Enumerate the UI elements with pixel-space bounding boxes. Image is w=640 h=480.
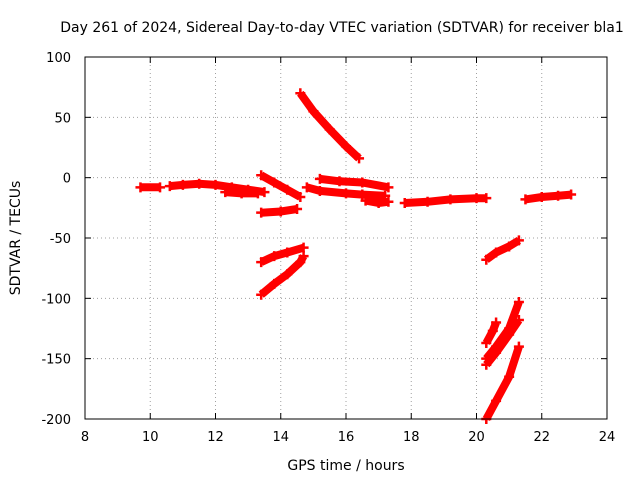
data-point: [360, 195, 371, 206]
data-point: [399, 198, 410, 209]
data-point: [354, 153, 365, 164]
data-point: [164, 181, 175, 192]
data-point: [513, 315, 524, 326]
data-point: [155, 182, 166, 193]
data-point: [491, 395, 502, 406]
data-point: [314, 173, 325, 184]
data-point: [422, 196, 433, 207]
x-axis-label: GPS time / hours: [287, 458, 404, 474]
data-point: [383, 182, 394, 193]
data-point: [553, 190, 564, 201]
x-tick-label: 8: [81, 430, 89, 445]
data-point: [301, 182, 312, 193]
data-point: [491, 247, 502, 258]
y-tick-label: -150: [41, 353, 71, 368]
data-point: [481, 254, 492, 265]
data-point: [504, 329, 515, 340]
data-point: [324, 124, 335, 135]
data-point: [491, 347, 502, 358]
data-point: [269, 251, 280, 262]
grid-layer: [85, 57, 607, 419]
y-tick-label: -50: [50, 232, 71, 247]
data-point: [314, 185, 325, 196]
data-point: [357, 177, 368, 188]
data-point: [177, 179, 188, 190]
x-tick-label: 16: [338, 430, 355, 445]
data-point: [210, 179, 221, 190]
data-point: [292, 204, 303, 215]
data-point: [295, 88, 306, 99]
data-point: [194, 178, 205, 189]
data-point: [256, 170, 267, 181]
data-point: [236, 188, 247, 199]
x-tick-label: 14: [272, 430, 289, 445]
chart-title: Day 261 of 2024, Sidereal Day-to-day VTE…: [60, 20, 623, 36]
x-tick-label: 20: [468, 430, 485, 445]
data-point: [282, 184, 293, 195]
data-point: [513, 341, 524, 352]
data-point: [566, 189, 577, 200]
data-point: [269, 278, 280, 289]
data-point: [383, 196, 394, 207]
data-point: [282, 247, 293, 258]
data-series: [483, 317, 523, 368]
data-point: [135, 182, 146, 193]
y-tick-label: -100: [41, 292, 71, 307]
data-point: [275, 206, 286, 217]
x-tick-label: 18: [403, 430, 420, 445]
data-point: [252, 188, 263, 199]
data-point: [220, 187, 231, 198]
data-point: [373, 198, 384, 209]
data-point: [487, 325, 498, 336]
data-point: [357, 189, 368, 200]
data-point: [256, 257, 267, 268]
data-series: [482, 321, 500, 345]
x-tick-label: 22: [533, 430, 550, 445]
data-point: [504, 241, 515, 252]
data-point: [282, 269, 293, 280]
data-point: [504, 371, 515, 382]
data-point: [256, 289, 267, 300]
data-series: [259, 243, 305, 266]
data-series: [482, 345, 523, 421]
y-axis-label: SDTVAR / TECUs: [8, 181, 24, 296]
data-point: [308, 106, 319, 117]
data-series: [259, 171, 303, 201]
y-tick-label: 50: [54, 111, 71, 126]
data-point: [513, 296, 524, 307]
y-tick-label: 0: [63, 172, 71, 187]
data-point: [471, 193, 482, 204]
tick-layer: 8 10 12 14 16 18 20 22 24 100 50 0 -50 -100 -150 -200: [41, 51, 615, 445]
x-tick-label: 24: [599, 430, 616, 445]
data-layer: [135, 88, 577, 424]
data-point: [256, 207, 267, 218]
y-tick-label: 100: [46, 51, 71, 66]
data-point: [341, 188, 351, 199]
data-point: [520, 194, 531, 205]
data-point: [513, 235, 524, 246]
data-point: [341, 141, 351, 152]
data-series: [524, 190, 572, 204]
data-point: [298, 251, 309, 262]
data-point: [445, 194, 456, 205]
data-point: [481, 337, 492, 348]
data-point: [334, 176, 345, 187]
y-tick-label: -200: [41, 413, 71, 428]
x-tick-label: 10: [142, 430, 159, 445]
data-point: [536, 191, 547, 202]
data-point: [295, 257, 306, 268]
data-point: [481, 193, 492, 204]
data-point: [269, 177, 280, 188]
data-point: [481, 359, 492, 370]
data-series: [483, 236, 521, 263]
data-point: [491, 317, 502, 328]
data-point: [298, 242, 309, 253]
x-tick-label: 12: [207, 430, 224, 445]
data-series: [319, 174, 390, 192]
data-point: [295, 191, 306, 202]
